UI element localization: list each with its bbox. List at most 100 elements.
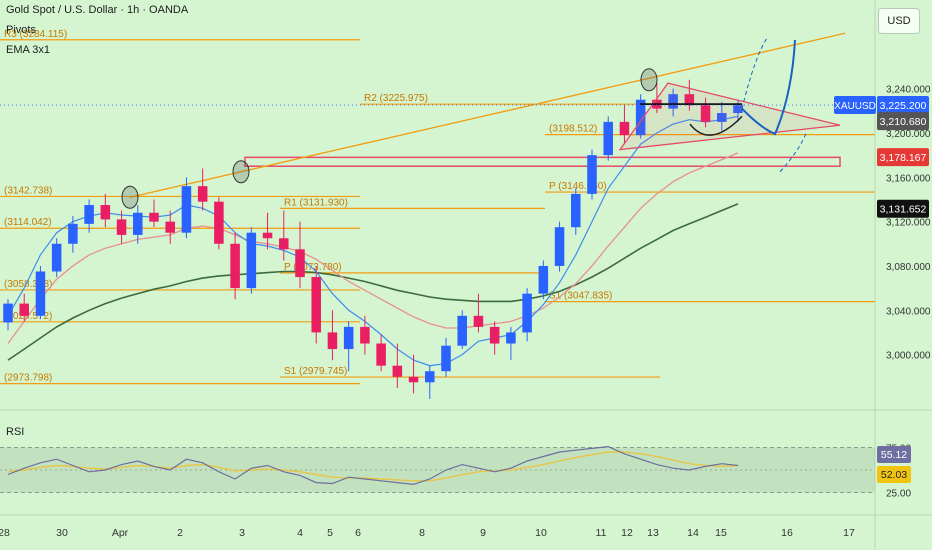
candle-body <box>84 205 94 224</box>
price-tag-label: 3,131.652 <box>880 204 927 216</box>
ema-mid-line <box>7 152 739 344</box>
candle-body <box>343 326 354 350</box>
candle-body <box>619 121 630 136</box>
pivot-label: (3114.042) <box>4 217 52 228</box>
y-tick-label: 3,240.000 <box>886 85 931 96</box>
symbol-tag-label: XAUUSD <box>834 101 876 112</box>
pivot-label: R2 (3225.975) <box>364 93 428 104</box>
candle-body <box>149 212 159 222</box>
pivot-label: (3198.512) <box>549 124 597 135</box>
candle-body <box>246 232 257 289</box>
price-tag <box>877 112 929 131</box>
price-tag <box>877 148 929 167</box>
price-tag <box>877 199 929 218</box>
price-tag-label: 3,210.680 <box>880 116 927 128</box>
candle-body <box>700 105 711 122</box>
pivot-label: (2973.798) <box>4 373 52 384</box>
candle-body <box>279 238 289 250</box>
candle-body <box>165 221 175 233</box>
candle-body <box>571 193 581 228</box>
candle-body <box>733 105 743 114</box>
candle-body <box>554 227 565 266</box>
rsi-value: 55.12 <box>881 449 907 461</box>
rsi-line <box>7 445 739 486</box>
price-tag-label: 3,225.200 <box>880 100 927 112</box>
candle-body <box>457 315 467 346</box>
candle-body <box>717 113 727 122</box>
y-tick-label: 3,000.000 <box>886 351 931 362</box>
pivot-label: R3 (3284.115) <box>4 29 67 40</box>
x-tick-label: 11 <box>596 527 607 539</box>
candle-body <box>230 243 240 289</box>
candle-body <box>538 265 549 294</box>
candle-body <box>376 343 386 366</box>
x-tick-label: 9 <box>480 527 486 539</box>
candle-body <box>327 332 338 350</box>
candle-body <box>635 99 646 136</box>
resistance-zone <box>244 156 841 167</box>
rsi-ma-value: 52.03 <box>881 469 907 481</box>
pivot-label: S1 (3047.835) <box>549 291 612 302</box>
candle-body <box>489 326 500 344</box>
candle-body <box>392 365 403 377</box>
candle-body <box>668 94 678 109</box>
candle-body <box>684 94 695 106</box>
rsi-ma-tag <box>877 466 911 483</box>
candle-body <box>522 293 532 333</box>
rsi-value-tag <box>877 446 911 463</box>
candle-body <box>506 332 516 344</box>
y-tick-label: 3,160.000 <box>886 173 931 184</box>
x-tick-label: 4 <box>297 527 303 539</box>
cup-curve <box>689 115 743 136</box>
candle-body <box>295 249 305 278</box>
candle-body <box>116 219 127 235</box>
candle-body <box>19 303 29 316</box>
pivot-label: (3058.368) <box>4 279 52 290</box>
symbol-tag <box>834 96 876 115</box>
candle-body <box>3 303 13 323</box>
forecast-alt-path <box>741 36 769 109</box>
pivot-label: R1 (3131.930) <box>284 197 348 208</box>
y-tick-label: 3,080.000 <box>886 262 931 273</box>
x-tick-label: 10 <box>535 527 547 539</box>
x-tick-label: 28 <box>0 527 10 539</box>
x-tick-label: Apr <box>112 527 129 539</box>
price-tag <box>877 96 929 115</box>
ema-slow-line <box>7 203 739 361</box>
symbol-title[interactable]: Gold Spot / U.S. Dollar · 1h · OANDA <box>6 4 189 16</box>
currency-button[interactable]: USD <box>878 8 920 34</box>
candle-body <box>68 223 78 244</box>
x-tick-label: 14 <box>687 527 699 539</box>
pivot-label: (3142.738) <box>4 185 52 196</box>
indicator-ema[interactable]: EMA 3x1 <box>6 44 51 56</box>
candle-body <box>35 271 46 316</box>
candle-body <box>603 121 613 156</box>
indicator-pivots[interactable]: Pivots <box>6 24 36 36</box>
x-tick-label: 3 <box>239 527 245 539</box>
candle-body <box>587 155 597 194</box>
candle-body <box>360 326 370 344</box>
candle-body <box>441 345 451 372</box>
pivot-label: P (3146.660) <box>549 181 607 192</box>
y-tick-label: 3,200.000 <box>886 129 931 140</box>
price-tag-label: 3,178.167 <box>880 152 927 164</box>
x-tick-label: 5 <box>327 527 333 539</box>
swing-high-marker <box>640 68 658 92</box>
pivot-label: S1 (2979.745) <box>284 366 347 377</box>
candle-body <box>473 315 484 327</box>
triangle-pattern <box>618 82 841 151</box>
candle-body <box>181 186 192 233</box>
x-tick-label: 15 <box>715 527 727 539</box>
x-tick-label: 12 <box>621 527 633 539</box>
candle-body <box>262 232 273 239</box>
indicator-rsi[interactable]: RSI <box>6 426 25 438</box>
candle-body <box>51 243 62 272</box>
forecast-main-path <box>741 39 796 136</box>
y-tick-label: 3,040.000 <box>886 306 931 317</box>
rsi-tick-label: 25.00 <box>886 489 911 500</box>
candle-body <box>197 186 208 202</box>
pivot-label: P (3073.780) <box>284 262 342 273</box>
x-tick-label: 30 <box>56 527 68 539</box>
